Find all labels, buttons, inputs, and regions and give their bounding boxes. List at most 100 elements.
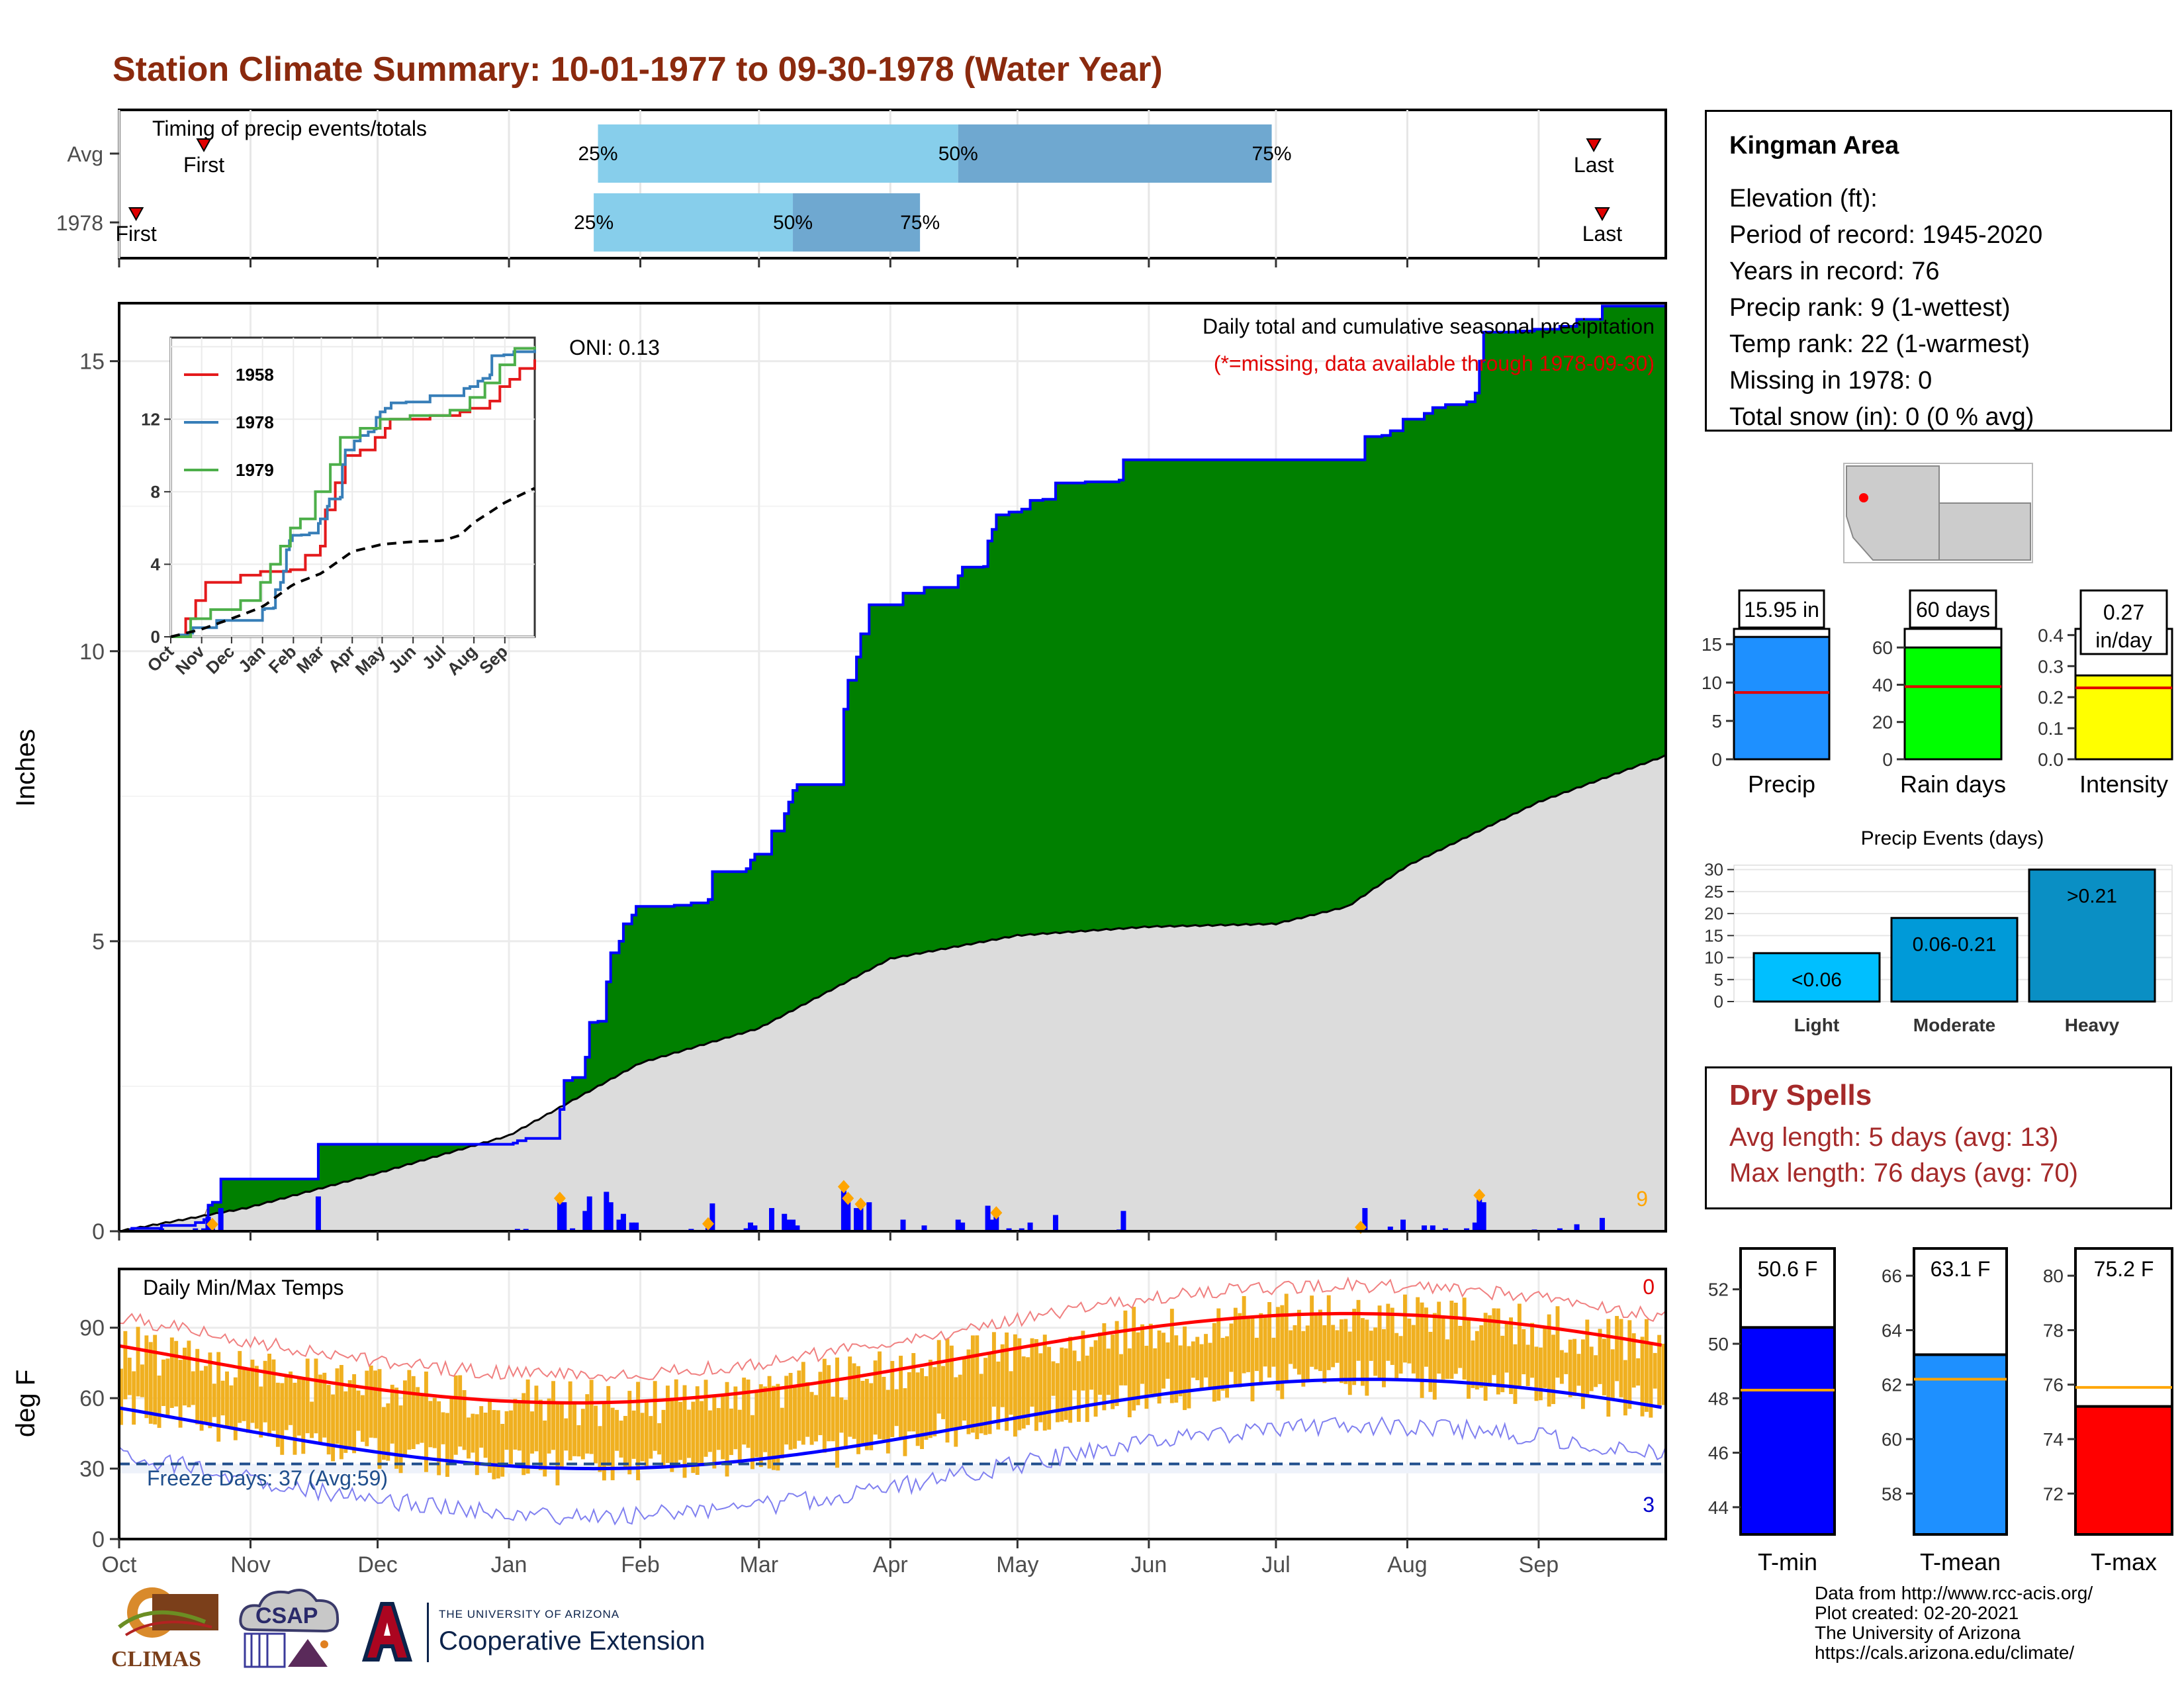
daily-precip-bar <box>218 1207 224 1231</box>
daily-temp-bar <box>293 1382 297 1455</box>
daily-temp-bar <box>1403 1294 1407 1363</box>
daily-temp-bar <box>1305 1325 1310 1383</box>
temp-x-tick-label: Nov <box>230 1552 270 1577</box>
daily-temp-bar <box>1021 1356 1026 1429</box>
daily-temp-bar <box>1471 1340 1475 1388</box>
daily-temp-bar <box>305 1358 310 1434</box>
daily-temp-bar <box>1598 1329 1602 1384</box>
daily-temp-bar <box>1089 1346 1094 1390</box>
daily-temp-bar <box>1576 1354 1581 1386</box>
daily-temp-bar <box>1068 1336 1073 1423</box>
daily-temp-bar <box>289 1371 293 1425</box>
daily-temp-bar <box>725 1382 729 1477</box>
temp-summary-tick-label: 76 <box>2043 1375 2064 1395</box>
daily-temp-bar <box>970 1335 975 1433</box>
daily-temp-bar <box>1254 1337 1259 1372</box>
daily-precip-bar <box>854 1207 860 1231</box>
daily-temp-bar <box>818 1372 823 1436</box>
daily-precip-bar <box>629 1222 635 1231</box>
daily-temp-bar <box>737 1409 742 1465</box>
daily-temp-bar <box>996 1361 1001 1430</box>
summary-bar-value <box>1903 646 2003 761</box>
daily-temp-bar <box>954 1377 958 1447</box>
daily-temp-bar <box>653 1381 657 1451</box>
daily-temp-bar <box>1615 1315 1619 1382</box>
daily-temp-bar <box>873 1360 878 1435</box>
daily-temp-bar <box>1106 1348 1111 1395</box>
daily-precip-bar <box>858 1207 864 1231</box>
temp-summary-tick-label: 80 <box>2043 1266 2064 1286</box>
daily-temp-bar <box>1064 1348 1068 1421</box>
csap-logo-graphic <box>239 1589 340 1668</box>
daily-temp-bar <box>839 1397 844 1433</box>
daily-precip-bar <box>752 1225 758 1231</box>
daily-temp-bar <box>886 1389 890 1454</box>
avg-tmax-line <box>118 1311 1662 1405</box>
daily-temp-bar <box>1263 1315 1267 1367</box>
heavy-event-marker <box>842 1192 854 1205</box>
daily-precip-bar <box>845 1202 851 1231</box>
daily-temp-bar <box>1653 1352 1657 1389</box>
daily-temp-bar <box>339 1365 343 1460</box>
daily-temp-bar <box>1081 1331 1085 1391</box>
temp-y-tick-label: 0 <box>92 1527 105 1552</box>
daily-temp-bar <box>318 1374 322 1443</box>
daily-temp-bar <box>437 1401 441 1476</box>
summary-bar-value-box <box>1909 589 1997 629</box>
station-elevation: Elevation (ft): <box>1729 185 1878 212</box>
temp-panel-title: Daily Min/Max Temps <box>143 1276 343 1299</box>
heavy-event-marker <box>553 1192 566 1205</box>
station-temp-rank: Temp rank: 22 (1-warmest) <box>1729 330 2030 358</box>
daily-temp-bar <box>148 1342 153 1424</box>
daily-temp-bar <box>704 1380 708 1457</box>
daily-temp-bar <box>310 1401 314 1438</box>
inset-y-tick-label: 12 <box>141 409 160 429</box>
temp-summary-tick-label: 66 <box>1882 1266 1902 1286</box>
timing-last-label: Last <box>1574 153 1614 177</box>
inset-y-tick-label: 4 <box>151 554 161 574</box>
daily-temp-bar <box>1631 1333 1636 1388</box>
daily-temp-bar <box>212 1383 216 1417</box>
daily-temp-bar <box>1339 1319 1343 1383</box>
summary-bar-label: Precip <box>1748 771 1815 798</box>
summary-bar-value-box <box>1738 589 1825 629</box>
daily-precip-bar <box>1019 1228 1024 1231</box>
footer-url: https://cals.arizona.edu/climate/ <box>1815 1642 2075 1663</box>
daily-precip-bar <box>985 1205 991 1231</box>
daily-precip-bar <box>1472 1222 1478 1231</box>
daily-temp-bar <box>1462 1297 1467 1380</box>
daily-temp-bar <box>301 1377 306 1454</box>
temp-x-tick-label: Jun <box>1130 1552 1167 1577</box>
precip-y-tick-label: 10 <box>79 639 105 665</box>
daily-temp-bar <box>157 1376 161 1429</box>
daily-temp-bar <box>864 1378 869 1450</box>
daily-temp-bar <box>1009 1371 1013 1415</box>
daily-temp-bar <box>1568 1339 1572 1397</box>
heavy-event-marker <box>837 1180 850 1194</box>
daily-temp-bar <box>1640 1336 1645 1417</box>
daily-temp-bar <box>123 1331 128 1399</box>
daily-temp-bar <box>1183 1326 1187 1411</box>
precip-y-tick-label: 15 <box>79 350 105 375</box>
daily-temp-bar <box>1589 1346 1594 1391</box>
daily-temp-bar <box>153 1335 158 1425</box>
daily-temp-bar <box>1136 1332 1140 1405</box>
daily-temp-bar <box>284 1374 289 1430</box>
daily-temp-bar <box>1157 1330 1161 1404</box>
daily-precip-bar <box>1574 1224 1580 1231</box>
daily-temp-bar <box>670 1397 674 1472</box>
temp-summary-t-mean: 63.1 F 58 60 62 64 66 T-mean <box>1882 1247 2008 1575</box>
precip-events-title: Precip Events (days) <box>1861 827 2044 849</box>
events-tick-label: 0 <box>1714 992 1723 1011</box>
daily-temp-bar <box>1191 1341 1195 1378</box>
daily-temp-bar <box>1517 1303 1522 1386</box>
daily-temp-bar <box>899 1356 903 1438</box>
daily-temp-bar <box>428 1401 433 1448</box>
daily-temp-bar <box>1458 1325 1463 1368</box>
daily-temp-bar <box>564 1418 569 1451</box>
daily-temp-bar <box>649 1416 653 1459</box>
daily-temp-bar <box>1301 1331 1306 1387</box>
daily-temp-bar <box>644 1402 649 1467</box>
daily-precip-bar <box>1557 1228 1563 1231</box>
daily-temp-bar <box>700 1401 704 1464</box>
